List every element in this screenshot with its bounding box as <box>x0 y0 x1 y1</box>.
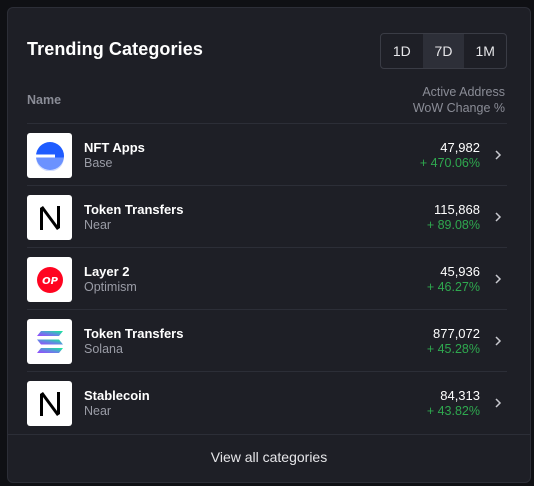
trending-categories-card: Trending Categories 1D 7D 1M Name Active… <box>7 7 531 483</box>
category-row[interactable]: Token Transfers Near 115,868 + 89.08% <box>27 185 507 247</box>
chevron-right-icon <box>495 274 502 284</box>
wow-change-value: + 46.27% <box>426 280 480 294</box>
chain-name: Solana <box>84 342 123 356</box>
chevron-right-icon <box>495 212 502 222</box>
near-logo-icon <box>27 381 72 426</box>
category-name: Token Transfers <box>84 326 184 341</box>
wow-change-value: + 45.28% <box>426 342 480 356</box>
column-header-name: Name <box>27 93 62 107</box>
category-name: NFT Apps <box>84 140 145 155</box>
view-all-categories-link[interactable]: View all categories <box>210 449 328 465</box>
range-1d-button[interactable]: 1D <box>392 43 411 59</box>
category-list: NFT Apps Base 47,982 + 470.06% Token Tra… <box>27 123 507 433</box>
near-logo-icon <box>27 195 72 240</box>
solana-logo-icon <box>27 319 72 364</box>
wow-change-value: + 89.08% <box>426 218 480 232</box>
category-name: Layer 2 <box>84 264 130 279</box>
chevron-right-icon <box>495 150 502 160</box>
chain-name: Optimism <box>84 280 137 294</box>
active-address-value: 45,936 <box>440 264 480 279</box>
category-row[interactable]: OP Layer 2 Optimism 45,936 + 46.27% <box>27 247 507 309</box>
metric-header-line1: Active Address <box>422 85 505 99</box>
column-header-metric: Active Address WoW Change % <box>413 84 505 116</box>
wow-change-value: + 43.82% <box>426 404 480 418</box>
category-name: Token Transfers <box>84 202 184 217</box>
category-row[interactable]: Token Transfers Solana 877,072 + 45.28% <box>27 309 507 371</box>
active-address-value: 84,313 <box>440 388 480 403</box>
range-1m-button[interactable]: 1M <box>475 43 495 59</box>
time-range-toggle: 1D 7D 1M <box>380 33 507 69</box>
chain-name: Near <box>84 218 112 232</box>
wow-change-value: + 470.06% <box>419 156 480 170</box>
category-row[interactable]: Stablecoin Near 84,313 + 43.82% <box>27 371 507 433</box>
active-address-value: 115,868 <box>433 202 480 217</box>
base-logo-icon <box>27 133 72 178</box>
chain-name: Near <box>84 404 112 418</box>
optimism-logo-icon: OP <box>27 257 72 302</box>
card-footer-divider <box>8 434 530 435</box>
card-title: Trending Categories <box>27 39 203 59</box>
active-address-value: 47,982 <box>440 140 480 155</box>
chevron-right-icon <box>495 398 502 408</box>
range-7d-button[interactable]: 7D <box>422 34 465 68</box>
svg-text:OP: OP <box>42 276 59 287</box>
chain-name: Base <box>84 156 113 170</box>
metric-header-line2: WoW Change % <box>412 101 505 115</box>
category-row[interactable]: NFT Apps Base 47,982 + 470.06% <box>27 123 507 185</box>
active-address-value: 877,072 <box>433 326 480 341</box>
category-name: Stablecoin <box>84 388 150 403</box>
chevron-right-icon <box>495 336 502 346</box>
